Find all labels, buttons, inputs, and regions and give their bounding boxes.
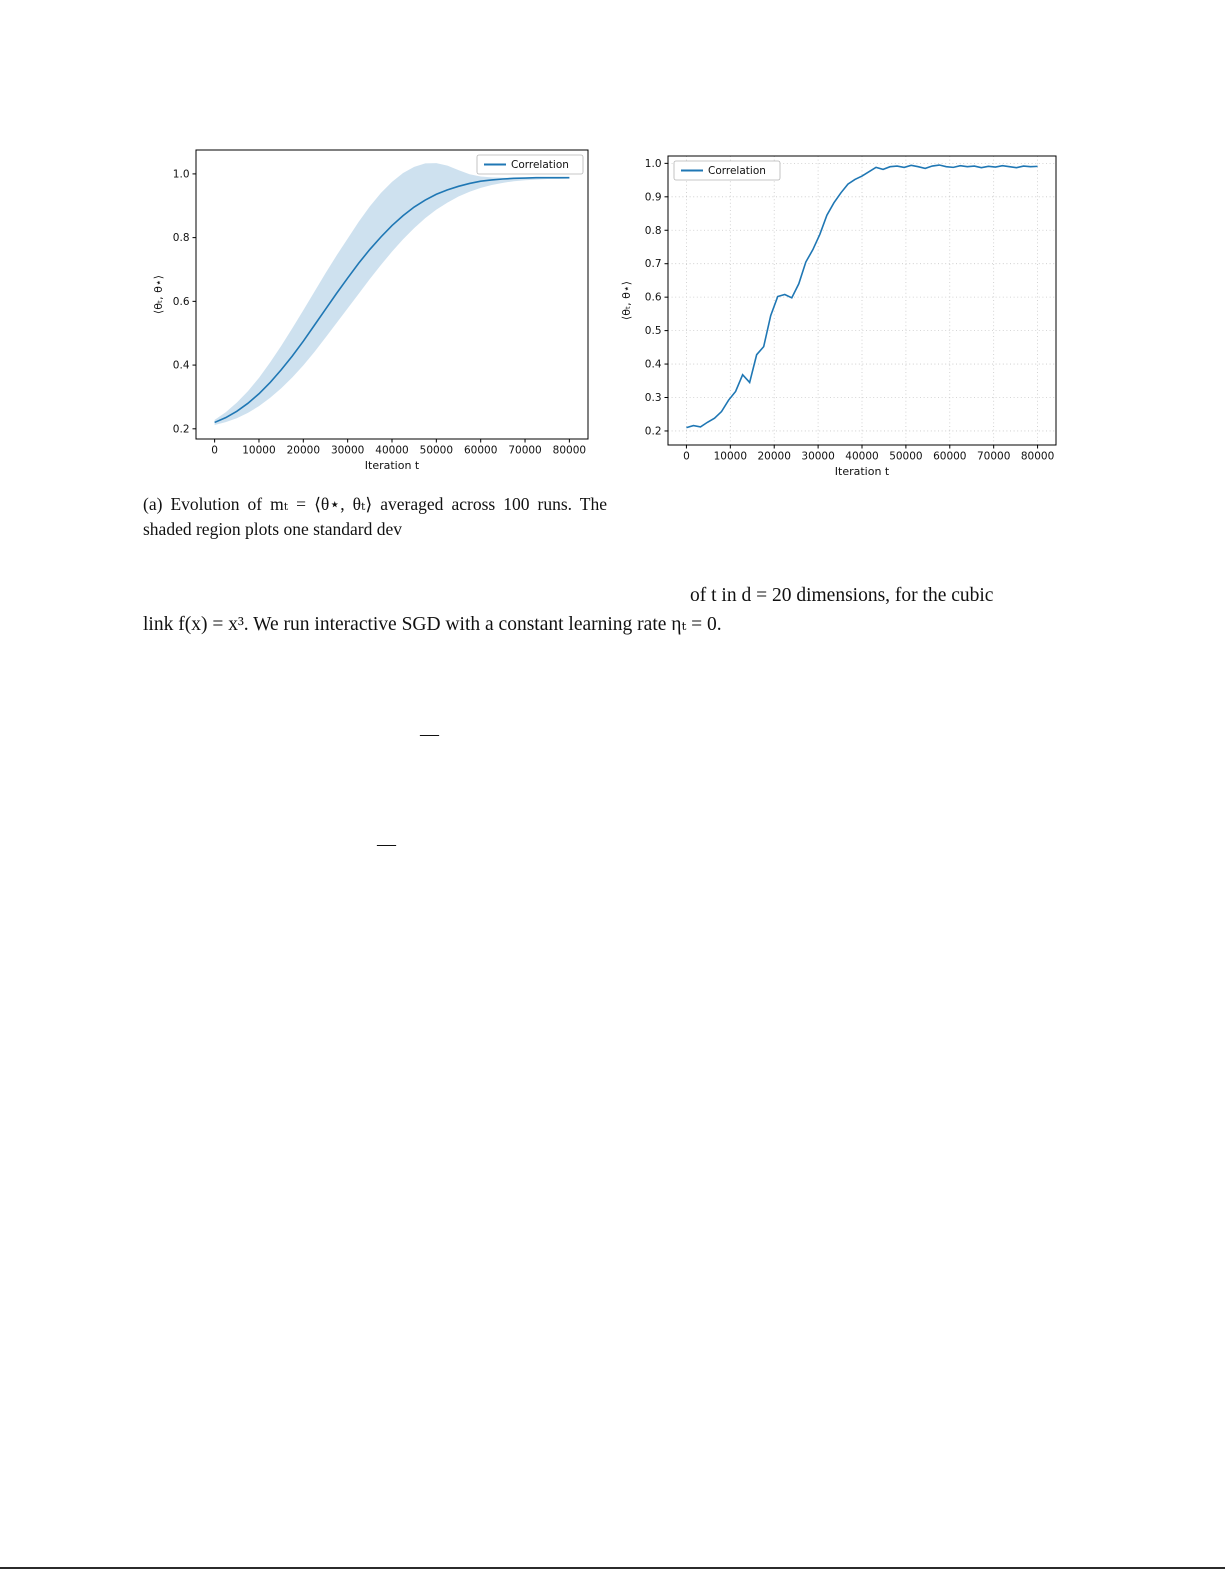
- x-tick-label: 70000: [977, 451, 1010, 463]
- x-tick-label: 80000: [553, 445, 586, 457]
- correlation-line: [214, 176, 570, 424]
- legend-label: Correlation: [708, 165, 766, 177]
- legend-label: Correlation: [511, 159, 569, 171]
- y-tick-label: 0.5: [645, 325, 662, 337]
- x-axis-label: Iteration t: [365, 459, 420, 472]
- x-tick-label: 40000: [845, 451, 878, 463]
- paragraph-line-2: link f(x) = x³. We run interactive SGD w…: [143, 614, 722, 635]
- x-tick-label: 30000: [801, 451, 834, 463]
- y-axis-label: ⟨θₜ, θ⋆⟩: [152, 275, 165, 314]
- std-dev-band: [214, 163, 570, 425]
- y-tick-label: 0.2: [173, 423, 190, 435]
- x-tick-label: 60000: [464, 445, 497, 457]
- x-axis-label: Iteration t: [835, 465, 890, 478]
- single-run-correlation-chart: 0 10000 20000 30000 40000 50000 60000 70000 8000…: [620, 155, 1057, 478]
- x-tick-label: 50000: [420, 445, 453, 457]
- y-tick-label: 1.0: [645, 158, 662, 170]
- stray-dash-2: —: [377, 834, 396, 855]
- x-tick-label: 80000: [1021, 451, 1054, 463]
- y-tick-label: 0.8: [173, 232, 190, 244]
- y-tick-label: 0.3: [645, 392, 662, 404]
- figure-single-run-correlation: 0 10000 20000 30000 40000 50000 60000 70000 8000…: [618, 148, 1070, 496]
- x-tick-label: 50000: [889, 451, 922, 463]
- y-tick-label: 0.9: [645, 191, 662, 203]
- x-tick-label: 20000: [758, 451, 791, 463]
- x-tick-label: 40000: [375, 445, 408, 457]
- y-tick-label: 0.7: [645, 258, 662, 270]
- figure-mean-correlation: 0 10000 20000 30000 40000 50000 60000 70000 8000…: [150, 140, 602, 490]
- figure-caption-a: (a) Evolution of mₜ = ⟨θ⋆, θₜ⟩ averaged …: [143, 494, 607, 539]
- y-tick-label: 0.6: [173, 296, 190, 308]
- y-tick-label: 0.4: [173, 360, 190, 372]
- x-tick-label: 10000: [714, 451, 747, 463]
- x-tick-label: 30000: [331, 445, 364, 457]
- paragraph-line-1: of t in d = 20 dimensions, for the cubic: [690, 585, 994, 606]
- y-tick-label: 0.4: [645, 359, 662, 371]
- x-tick-label: 0: [683, 451, 690, 463]
- correlation-line: [686, 164, 1038, 429]
- y-tick-label: 0.8: [645, 225, 662, 237]
- legend-box: [476, 154, 584, 175]
- x-tick-label: 10000: [242, 445, 275, 457]
- x-tick-label: 60000: [933, 451, 966, 463]
- x-tick-label: 0: [211, 445, 218, 457]
- mean-correlation-chart: 0 10000 20000 30000 40000 50000 60000 70000 8000…: [152, 149, 589, 472]
- y-tick-label: 1.0: [173, 168, 190, 180]
- stray-dash-1: —: [420, 724, 439, 745]
- legend-box: [673, 160, 781, 181]
- y-tick-label: 0.2: [645, 425, 662, 437]
- y-tick-label: 0.6: [645, 292, 662, 304]
- footer-rule: [0, 1567, 1225, 1569]
- x-tick-label: 70000: [508, 445, 541, 457]
- y-axis-label: ⟨θₜ, θ⋆⟩: [620, 281, 633, 320]
- x-tick-label: 20000: [287, 445, 320, 457]
